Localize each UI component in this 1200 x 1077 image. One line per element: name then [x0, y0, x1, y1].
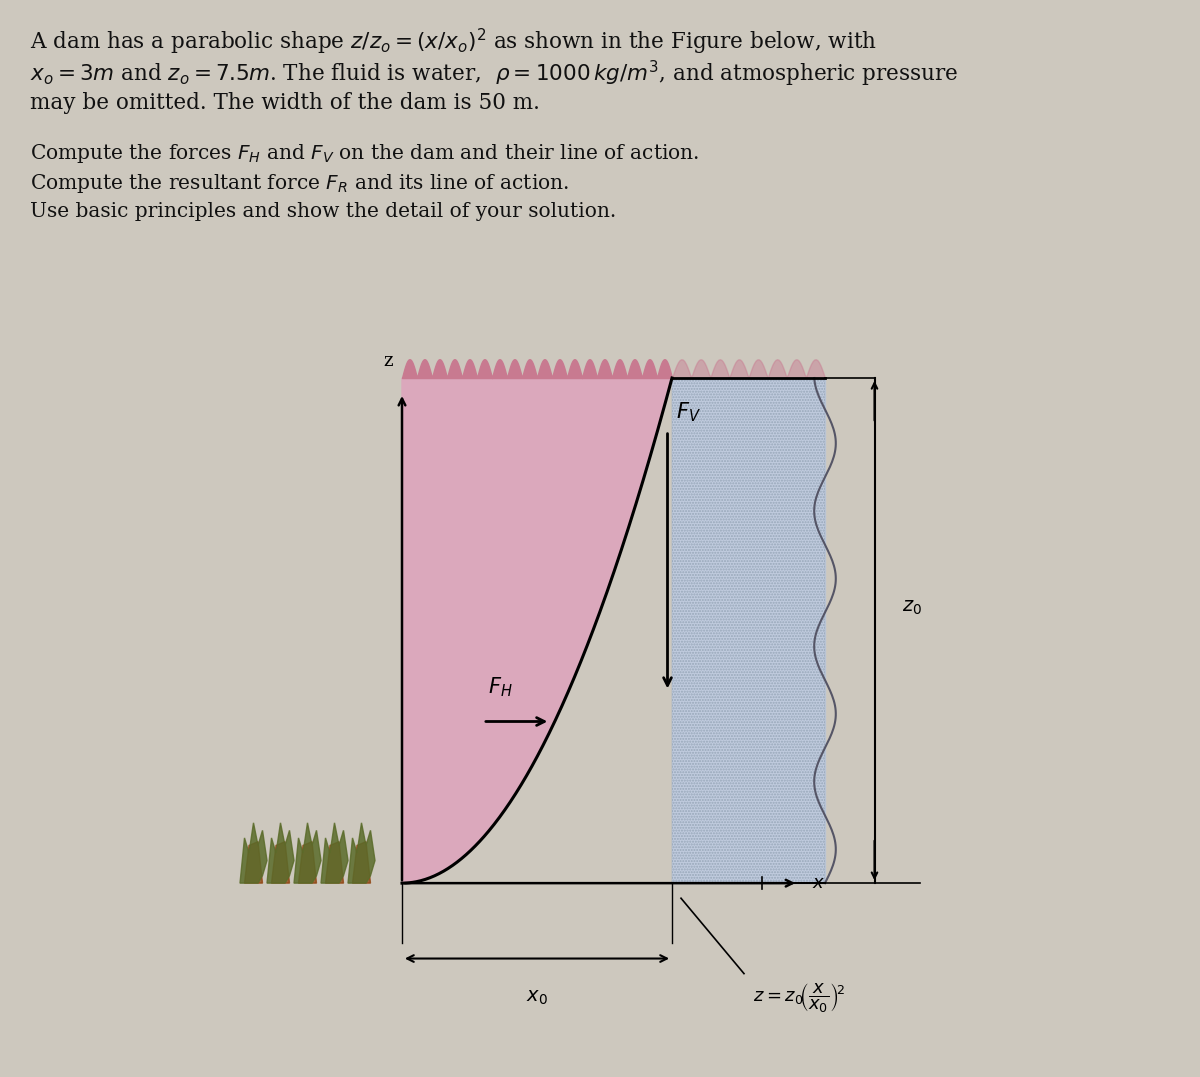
Text: $z = z_0\!\left(\dfrac{x}{x_0}\right)^{\!2}$: $z = z_0\!\left(\dfrac{x}{x_0}\right)^{\… [754, 981, 846, 1015]
Text: Compute the resultant force $F_R$ and its line of action.: Compute the resultant force $F_R$ and it… [30, 172, 569, 195]
Polygon shape [325, 842, 343, 883]
Text: $F_V$: $F_V$ [677, 401, 701, 424]
Text: z: z [384, 352, 394, 370]
Polygon shape [271, 842, 289, 883]
Text: A dam has a parabolic shape $z/z_o =(x/x_o)^2$ as shown in the Figure below, wit: A dam has a parabolic shape $z/z_o =(x/x… [30, 27, 877, 57]
Polygon shape [322, 823, 348, 883]
Text: Compute the forces $F_H$ and $F_V$ on the dam and their line of action.: Compute the forces $F_H$ and $F_V$ on th… [30, 142, 700, 165]
Text: Use basic principles and show the detail of your solution.: Use basic principles and show the detail… [30, 202, 617, 222]
Text: may be omitted. The width of the dam is 50 m.: may be omitted. The width of the dam is … [30, 92, 540, 113]
Polygon shape [353, 842, 371, 883]
Text: $x$: $x$ [811, 875, 824, 892]
Text: $F_H$: $F_H$ [487, 675, 512, 699]
Polygon shape [268, 823, 294, 883]
Text: $z_0$: $z_0$ [901, 599, 922, 617]
Text: $x_o = 3m$ and $z_o = 7.5m$. The fluid is water,  $\rho = 1000\,kg/m^3$, and atm: $x_o = 3m$ and $z_o = 7.5m$. The fluid i… [30, 59, 959, 89]
Polygon shape [402, 378, 672, 883]
Text: $x_0$: $x_0$ [526, 989, 548, 1007]
Polygon shape [299, 842, 317, 883]
Polygon shape [672, 378, 826, 883]
Polygon shape [348, 823, 374, 883]
Polygon shape [294, 823, 322, 883]
Polygon shape [240, 823, 268, 883]
Polygon shape [245, 842, 263, 883]
Polygon shape [672, 378, 826, 883]
